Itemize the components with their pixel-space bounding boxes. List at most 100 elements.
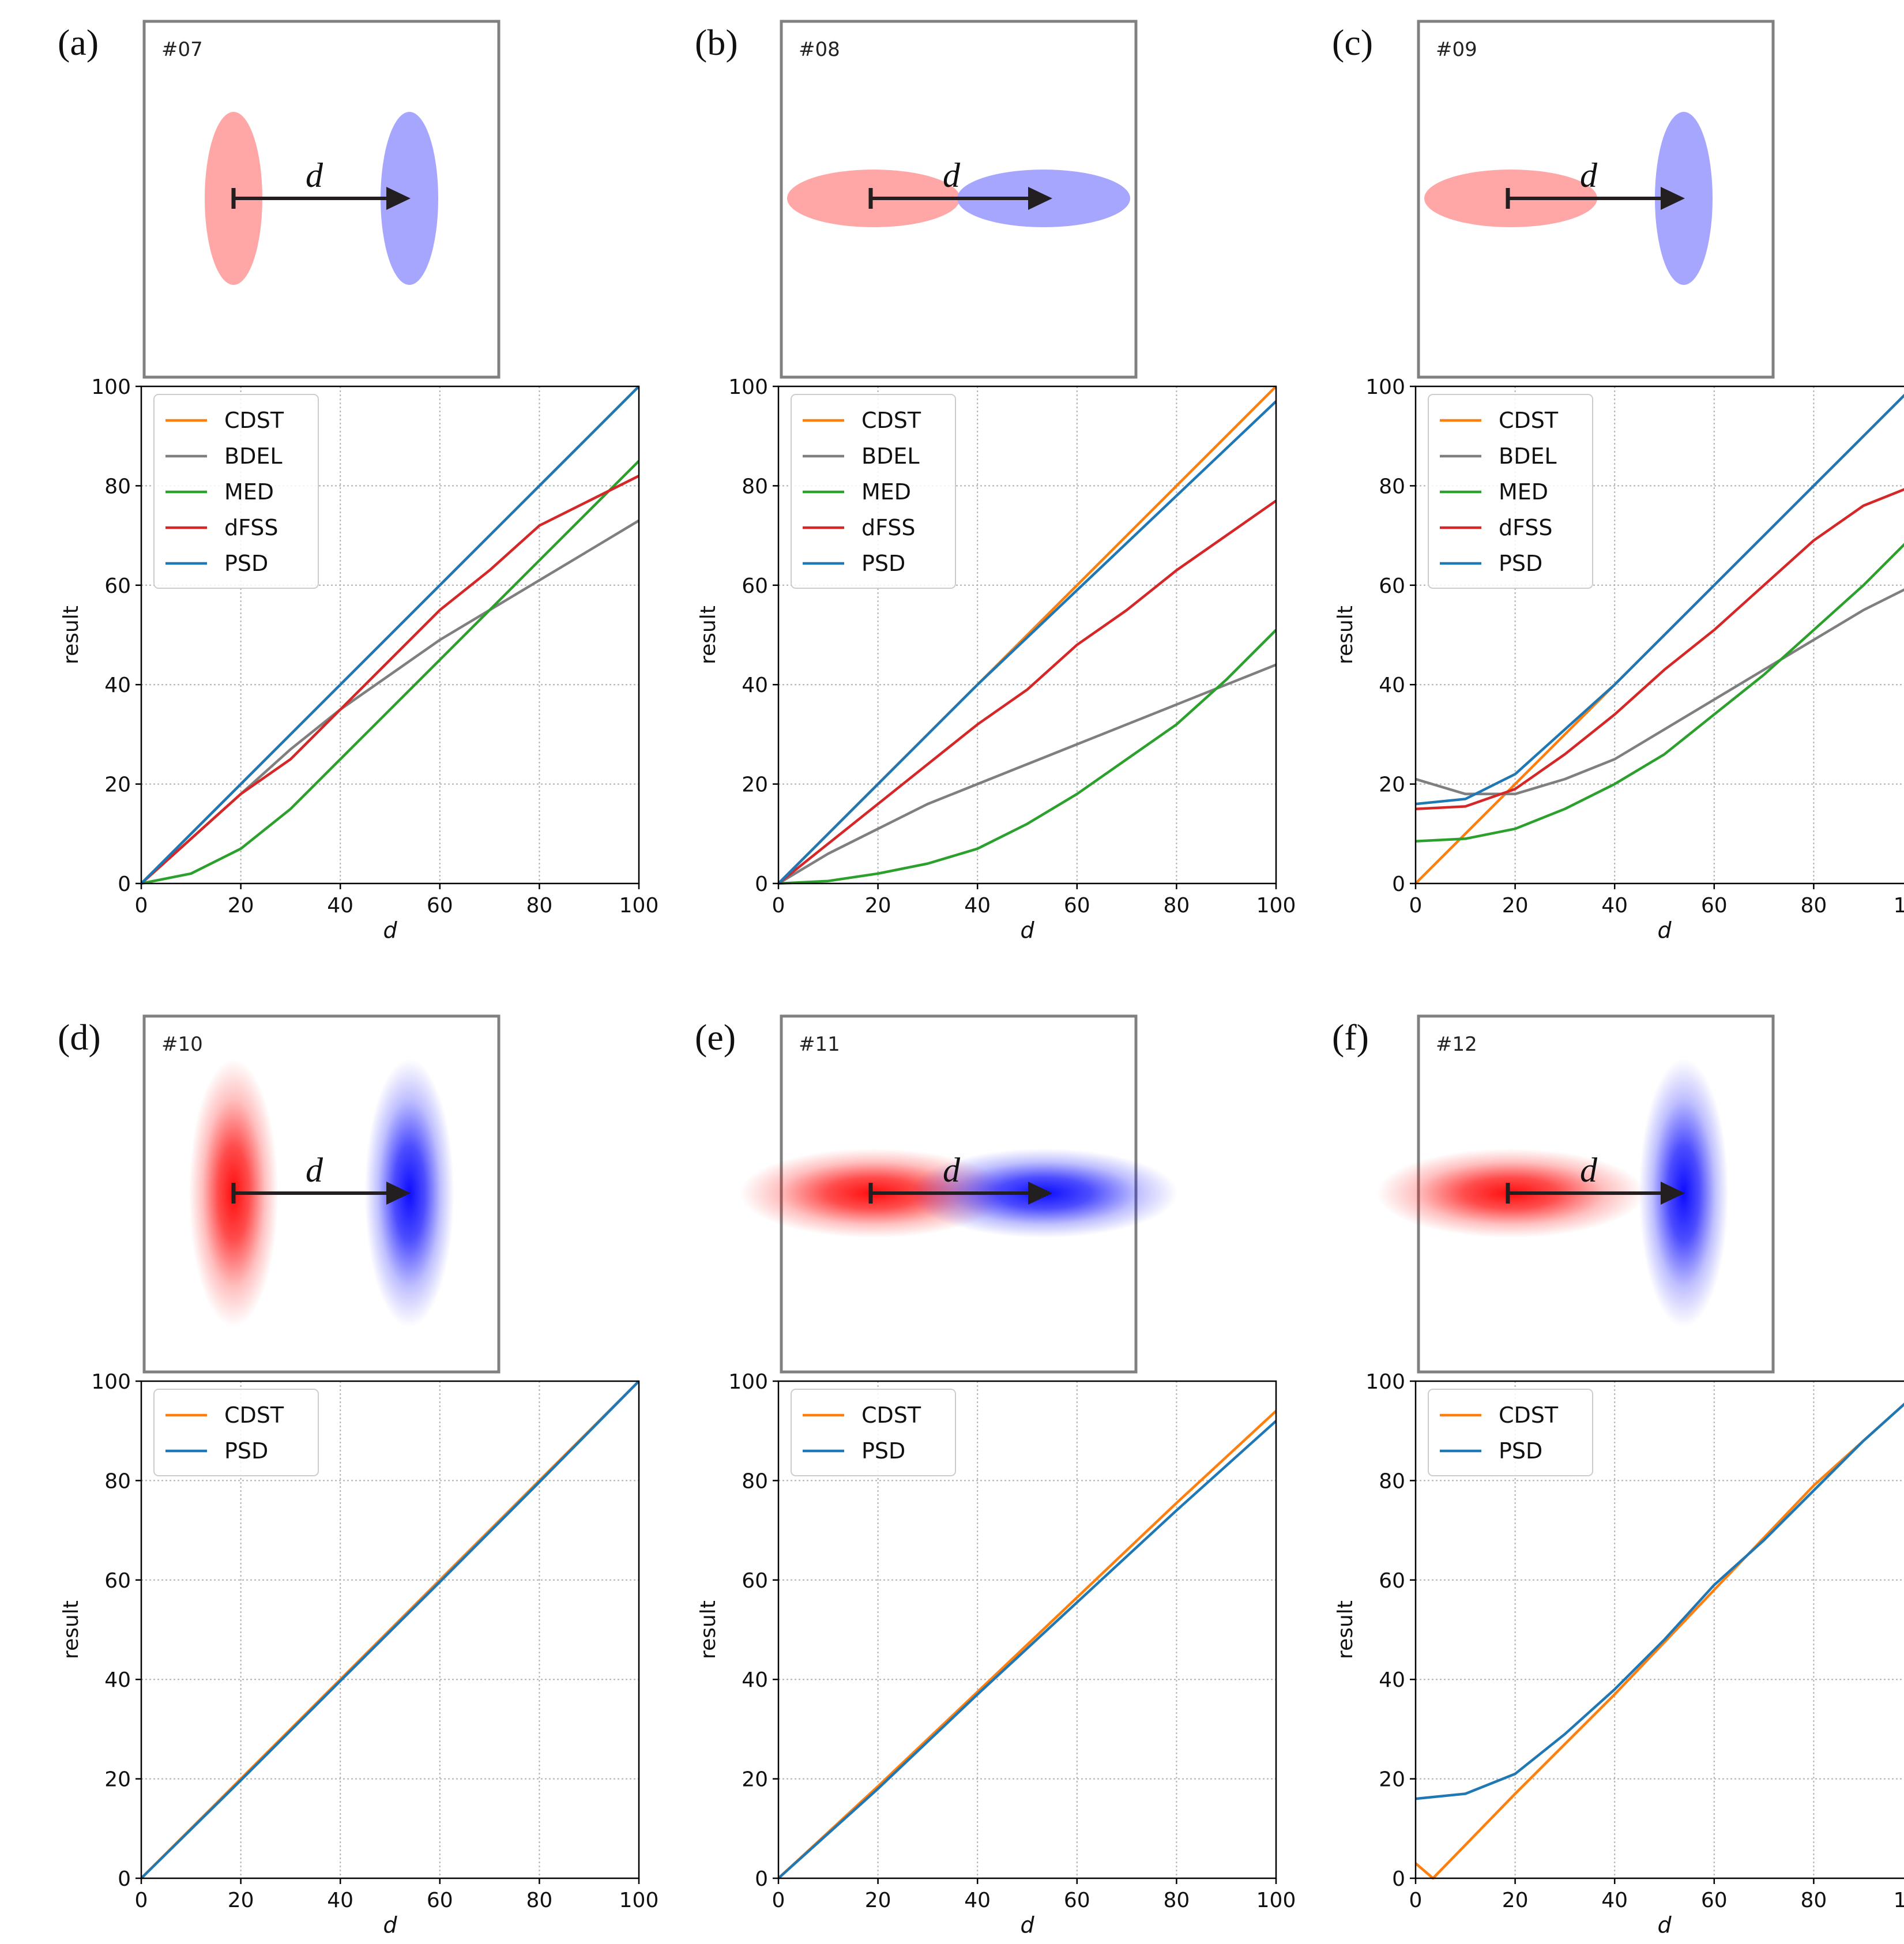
legend: CDST PSD bbox=[153, 1389, 319, 1476]
y-tick-label: 80 bbox=[742, 1469, 768, 1493]
panel-e: (e) #11 d 0 20 40 60 80 100 0 20 40 60 80 100 d result CD… bbox=[695, 1014, 1296, 1938]
x-tick-label: 20 bbox=[1502, 1889, 1529, 1912]
legend-label-cdst: CDST bbox=[1499, 1402, 1559, 1428]
y-axis-title: result bbox=[1334, 1600, 1357, 1659]
x-axis-title: d bbox=[1020, 918, 1034, 943]
case-label: #10 bbox=[161, 1033, 203, 1056]
legend-frame bbox=[1428, 1389, 1593, 1476]
y-axis-title: result bbox=[697, 606, 720, 664]
arrow-head bbox=[1661, 1182, 1685, 1205]
series-line-dfss bbox=[141, 475, 639, 885]
x-tick-label: 20 bbox=[228, 1889, 254, 1912]
x-tick-label: 100 bbox=[1256, 894, 1296, 918]
x-tick-label: 0 bbox=[135, 894, 148, 918]
x-tick-label: 0 bbox=[135, 1889, 148, 1912]
y-tick-label: 20 bbox=[1379, 1768, 1405, 1792]
case-label: #09 bbox=[1436, 38, 1477, 61]
x-tick-label: 60 bbox=[1701, 1889, 1728, 1912]
y-tick-label: 80 bbox=[104, 475, 131, 498]
x-tick-label: 100 bbox=[1894, 1889, 1904, 1912]
y-tick-label: 0 bbox=[1392, 1867, 1405, 1891]
y-tick-label: 80 bbox=[1379, 1469, 1405, 1493]
x-tick-label: 100 bbox=[619, 1889, 659, 1912]
legend: CDST BDEL MED dFSS PSD bbox=[1428, 394, 1593, 589]
series-group bbox=[141, 1380, 639, 1879]
x-tick-label: 40 bbox=[1601, 1889, 1628, 1912]
x-tick-label: 0 bbox=[1409, 1889, 1423, 1912]
x-tick-label: 40 bbox=[1601, 894, 1628, 918]
y-tick-label: 60 bbox=[742, 574, 768, 598]
line-chart: 0 20 40 60 80 100 0 20 40 60 80 100 d result CDST BDEL M… bbox=[59, 375, 659, 943]
panel-label: (f) bbox=[1332, 1017, 1369, 1058]
y-tick-label: 100 bbox=[728, 1370, 768, 1394]
distance-label: d bbox=[1580, 156, 1598, 194]
line-chart: 0 20 40 60 80 100 0 20 40 60 80 100 d result CDST PSD bbox=[697, 1370, 1296, 1938]
legend-label-psd: PSD bbox=[1499, 1438, 1542, 1464]
y-tick-label: 80 bbox=[1379, 475, 1405, 498]
x-axis-title: d bbox=[1657, 918, 1672, 943]
series-line-psd bbox=[778, 1420, 1276, 1879]
legend-label-psd: PSD bbox=[224, 1438, 268, 1464]
arrow-head bbox=[1661, 187, 1685, 210]
x-tick-label: 40 bbox=[964, 894, 991, 918]
x-tick-label: 0 bbox=[772, 894, 785, 918]
x-tick-label: 0 bbox=[1409, 894, 1423, 918]
arrow-head bbox=[1028, 1182, 1052, 1205]
x-tick-label: 0 bbox=[772, 1889, 785, 1912]
y-tick-label: 40 bbox=[1379, 1668, 1405, 1692]
series-line-med bbox=[1416, 543, 1904, 843]
legend-frame bbox=[1428, 394, 1593, 589]
panel-a: (a) #07 d 0 20 40 60 80 100 0 20 40 60 80 100 d result CD… bbox=[58, 20, 659, 943]
arrow-head bbox=[386, 1182, 411, 1205]
x-tick-label: 80 bbox=[1163, 1889, 1190, 1912]
x-tick-label: 60 bbox=[427, 894, 453, 918]
legend-label-med: MED bbox=[224, 479, 274, 505]
legend-label-cdst: CDST bbox=[224, 408, 284, 433]
legend-label-bdel: BDEL bbox=[861, 443, 920, 469]
series-line-psd bbox=[1416, 1402, 1904, 1800]
panel-label: (d) bbox=[58, 1017, 101, 1058]
arrow-head bbox=[1028, 187, 1052, 210]
y-axis-title: result bbox=[59, 1600, 83, 1659]
series-line-dfss bbox=[1416, 488, 1904, 810]
legend-frame bbox=[791, 394, 956, 589]
y-tick-label: 0 bbox=[118, 1867, 131, 1891]
series-line-psd bbox=[141, 385, 639, 885]
panel-f: (f) #12 d 0 20 40 60 80 100 0 20 40 60 80 100 d result CD… bbox=[1332, 1014, 1904, 1938]
x-tick-label: 60 bbox=[1064, 1889, 1090, 1912]
x-tick-label: 80 bbox=[526, 1889, 552, 1912]
y-tick-label: 20 bbox=[104, 1768, 131, 1792]
case-label: #12 bbox=[1436, 1033, 1477, 1056]
panel-c: (c) #09 d 0 20 40 60 80 100 0 20 40 60 80 100 d result CD… bbox=[1332, 20, 1904, 943]
legend-label-psd: PSD bbox=[861, 1438, 905, 1464]
panel-label: (c) bbox=[1332, 22, 1373, 63]
line-chart: 0 20 40 60 80 100 0 20 40 60 80 100 d result CDST PSD bbox=[1334, 1370, 1904, 1938]
x-tick-label: 100 bbox=[619, 894, 659, 918]
y-tick-label: 40 bbox=[104, 674, 131, 697]
x-tick-label: 60 bbox=[1064, 894, 1090, 918]
x-tick-label: 80 bbox=[1163, 894, 1190, 918]
y-tick-label: 100 bbox=[91, 1370, 131, 1394]
legend-label-psd: PSD bbox=[861, 551, 905, 576]
y-tick-label: 60 bbox=[1379, 1569, 1405, 1593]
y-tick-label: 60 bbox=[104, 574, 131, 598]
x-tick-label: 100 bbox=[1894, 894, 1904, 918]
x-tick-label: 20 bbox=[865, 1889, 891, 1912]
illustration: #09 d bbox=[1417, 20, 1775, 379]
series-group bbox=[141, 385, 639, 885]
y-tick-label: 40 bbox=[104, 1668, 131, 1692]
illustration: #07 d bbox=[142, 20, 501, 379]
x-axis-title: d bbox=[1657, 1912, 1672, 1938]
legend-label-dfss: dFSS bbox=[224, 515, 279, 540]
legend-label-cdst: CDST bbox=[861, 1402, 921, 1428]
series-line-med bbox=[141, 460, 639, 885]
series-line-psd bbox=[778, 400, 1276, 885]
y-tick-label: 60 bbox=[1379, 574, 1405, 598]
x-axis-title: d bbox=[383, 918, 397, 943]
series-line-bdel bbox=[1416, 588, 1904, 796]
legend: CDST BDEL MED dFSS PSD bbox=[153, 394, 319, 589]
line-chart: 0 20 40 60 80 100 0 20 40 60 80 100 d result CDST PSD bbox=[59, 1370, 659, 1938]
distance-label: d bbox=[943, 1151, 961, 1189]
distance-label: d bbox=[1580, 1151, 1598, 1189]
x-tick-label: 80 bbox=[1800, 1889, 1827, 1912]
